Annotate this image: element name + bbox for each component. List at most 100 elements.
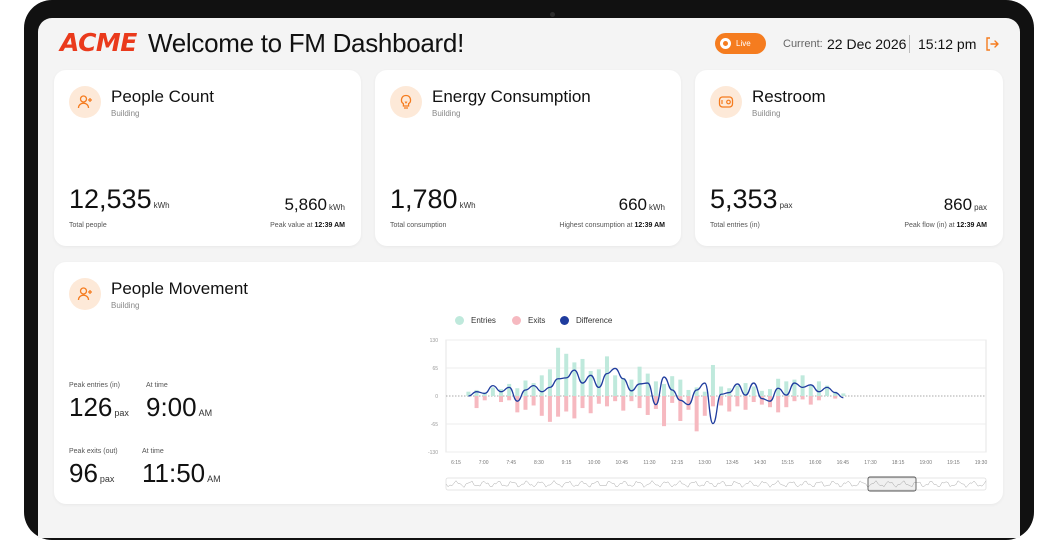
side-label: Peak flow (in) at 12:39 AM	[904, 222, 987, 229]
peak-entries-label: Peak entries (in)	[69, 382, 120, 389]
entries-bar	[621, 377, 626, 396]
peak-exits-number: 96	[69, 458, 98, 488]
peak-entries-number: 126	[69, 392, 113, 422]
x-tick-label: 6:15	[451, 460, 461, 466]
value-label: Total consumption	[390, 222, 447, 229]
entries-time-label: At time	[146, 382, 168, 389]
exits-bar	[572, 396, 577, 419]
card-title: People Count	[111, 87, 215, 106]
exits-bar	[784, 396, 789, 408]
entries-bar	[792, 379, 797, 396]
exits-bar	[515, 396, 520, 413]
entries-bar	[678, 379, 683, 396]
exits-bar	[816, 396, 821, 401]
x-tick-label: 7:45	[506, 460, 516, 466]
entries-bar	[596, 369, 601, 396]
card-subtitle: Building	[111, 109, 140, 118]
side-label: Highest consumption at 12:39 AM	[559, 222, 665, 229]
card-restroom[interactable]: Restroom Building 5,353 pax Total entries…	[695, 70, 1003, 246]
y-tick-label: 0	[435, 394, 438, 400]
side-value: 5,860 kWh	[284, 195, 345, 215]
exits-bar	[474, 396, 479, 409]
x-tick-label: 17:30	[864, 460, 877, 466]
card-people-count[interactable]: People Count Building 12,535 kWh Total pe…	[54, 70, 361, 246]
exits-bar	[482, 396, 487, 401]
entries-bar	[482, 392, 487, 396]
difference-line	[468, 367, 844, 425]
entries-bar	[808, 384, 813, 396]
entries-bar	[702, 391, 707, 396]
entries-bar	[466, 391, 471, 396]
people-movement-chart[interactable]: 130 65 0 -65 -130 6:15 7:00 7:45 8:30 9:15 10:00 10…	[418, 330, 993, 492]
card-title: People Movement	[111, 279, 249, 298]
entries-bar	[547, 369, 552, 396]
x-tick-label: 10:45	[616, 460, 629, 466]
legend-swatch	[560, 316, 569, 325]
y-tick-label: -130	[428, 450, 438, 456]
entries-bar	[539, 375, 544, 396]
entries-bar	[499, 389, 504, 396]
x-tick-label: 8:30	[534, 460, 544, 466]
exits-time-label: At time	[142, 448, 164, 455]
x-tick-label: 16:00	[809, 460, 822, 466]
x-tick-label: 19:30	[975, 460, 988, 466]
entries-bar	[580, 358, 585, 396]
exits-bar	[539, 396, 544, 416]
value-label: Total entries (in)	[710, 222, 760, 229]
card-energy[interactable]: Energy Consumption Building 1,780 kWh Tot…	[375, 70, 681, 246]
navigator-sparkline	[445, 480, 987, 488]
side-value: 660 kWh	[619, 195, 665, 215]
exits-ampm: AM	[207, 474, 221, 484]
exits-bar	[588, 396, 593, 414]
exits-bar	[604, 396, 609, 407]
entries-bar	[670, 376, 675, 396]
entries-bar	[768, 389, 772, 396]
card-subtitle: Building	[752, 109, 781, 118]
entries-bar	[637, 366, 642, 396]
lightbulb-icon	[390, 86, 422, 118]
legend-exits[interactable]: Exits	[512, 316, 545, 325]
exits-bar	[686, 396, 691, 410]
exits-bar	[531, 396, 536, 406]
entries-bar	[662, 383, 667, 396]
exits-bar	[743, 396, 748, 410]
x-tick-label: 7:00	[479, 460, 489, 466]
entries-bar	[776, 378, 781, 396]
entries-bar	[800, 375, 805, 396]
x-tick-label: 19:00	[919, 460, 932, 466]
peak-entries-unit: pax	[114, 408, 129, 418]
side-label: Peak value at 12:39 AM	[270, 222, 345, 229]
x-tick-label: 15:15	[781, 460, 794, 466]
entries-bar	[686, 389, 691, 396]
legend-label: Exits	[528, 316, 546, 325]
entries-bar	[523, 380, 528, 396]
y-tick-label: 65	[432, 366, 438, 372]
exits-bar	[735, 396, 740, 407]
exits-bar	[719, 396, 724, 406]
legend-difference[interactable]: Difference	[560, 316, 612, 325]
current-date: 22 Dec 2026	[827, 36, 907, 52]
side-unit: kWh	[649, 203, 665, 212]
value-number: 5,353	[710, 184, 778, 214]
entries-bar	[629, 379, 634, 396]
exits-bar	[613, 396, 618, 402]
entries-time-value: 9:00 AM	[146, 392, 212, 423]
card-people-movement: People Movement Building Peak entries (i…	[54, 262, 1003, 504]
value-unit: kWh	[153, 201, 170, 210]
exits-bar	[759, 396, 764, 405]
logout-icon[interactable]	[984, 36, 1000, 52]
card-value: 12,535 kWh	[69, 184, 170, 215]
live-toggle[interactable]: Live	[715, 33, 766, 54]
side-number: 860	[943, 195, 973, 214]
page-title: Welcome to FM Dashboard!	[148, 28, 464, 58]
side-value: 860 pax	[944, 195, 987, 215]
exits-bar	[547, 396, 552, 422]
legend-entries[interactable]: Entries	[455, 316, 496, 325]
exits-bar	[710, 396, 715, 407]
x-tick-label: 14:30	[754, 460, 767, 466]
acme-logo: ACME	[60, 28, 137, 57]
exits-bar	[694, 396, 699, 432]
peak-exits-label: Peak exits (out)	[69, 448, 118, 455]
side-unit: pax	[974, 203, 987, 212]
entries-bar	[604, 356, 609, 396]
